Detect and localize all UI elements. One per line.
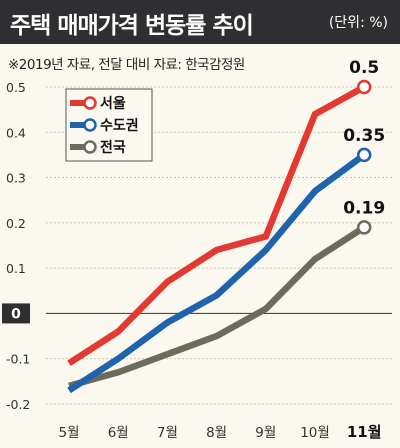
y-tick-label: 0.3	[6, 171, 26, 186]
series-line-서울	[67, 84, 366, 366]
end-marker	[356, 220, 372, 235]
y-tick-label: -0.1	[6, 352, 30, 367]
legend-marker	[83, 96, 97, 110]
end-marker	[356, 147, 372, 163]
chart-title: 주택 매매가격 변동률 추이	[10, 13, 254, 39]
x-tick-label: 11월	[347, 423, 382, 441]
series-line-수도권	[67, 152, 367, 394]
y-tick-label: 0.5	[6, 80, 26, 95]
y-tick-label: 0.2	[6, 216, 26, 231]
legend-marker	[83, 118, 97, 132]
legend-marker	[83, 140, 97, 154]
series-line-전국	[68, 224, 366, 390]
source-note: ※2019년 자료, 전달 대비 자료: 한국감정원	[8, 57, 245, 73]
end-value-label: 0.5	[349, 58, 379, 78]
end-value-label: 0.19	[343, 198, 385, 218]
end-value-label: 0.35	[343, 126, 385, 146]
legend-label: 수도권	[100, 118, 139, 134]
y-tick-label: 0.1	[6, 261, 26, 276]
unit-label: (단위: %)	[328, 15, 388, 31]
x-tick-label: 7월	[157, 425, 178, 441]
y-tick-label: 0.4	[6, 125, 26, 140]
grid	[46, 86, 392, 405]
x-tick-label: 6월	[108, 425, 129, 441]
y-axis-ticks: 0.5 0.4 0.3 0.2 0.1 0 -0.1 -0.2	[2, 80, 30, 412]
x-axis-ticks: 5월 6월 7월 8월 9월 10월 11월	[58, 423, 381, 441]
x-tick-label: 8월	[206, 425, 227, 441]
x-tick-label: 5월	[58, 425, 79, 441]
x-tick-label: 10월	[300, 425, 330, 441]
y-tick-label: 0	[11, 306, 21, 322]
chart-header: 주택 매매가격 변동률 추이 (단위: %)	[0, 0, 400, 44]
end-marker	[356, 79, 372, 95]
legend-label: 전국	[100, 139, 126, 156]
x-tick-label: 9월	[255, 425, 276, 441]
series-lines	[67, 79, 372, 394]
legend-label: 서울	[100, 95, 126, 112]
data-labels: 0.5 0.35 0.19	[343, 58, 385, 218]
y-tick-label: -0.2	[6, 397, 30, 412]
zero-tick-box	[2, 303, 30, 324]
